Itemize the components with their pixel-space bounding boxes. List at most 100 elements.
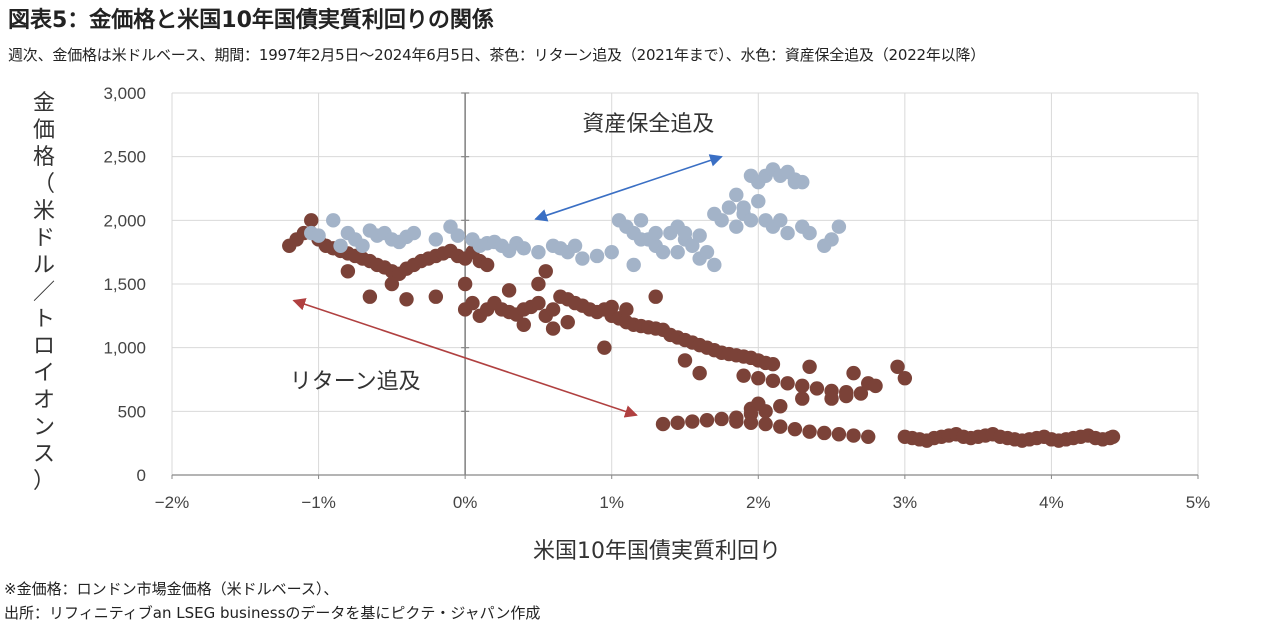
data-point: [655, 416, 671, 432]
x-tick-label: 5%: [1186, 493, 1211, 512]
svg-text:金価格（米ドル／トロイオンス）: 金価格（米ドル／トロイオンス）: [33, 91, 55, 494]
footnote-source: 出所：リフィニティブan LSEG businessのデータを基にピクテ・ジャパ…: [4, 604, 541, 622]
chart-axes: [171, 92, 1199, 479]
y-axis-title-char: ル: [33, 253, 55, 278]
data-point: [699, 413, 715, 428]
x-tick-label: −1%: [301, 493, 336, 512]
x-tick-label: 1%: [599, 493, 624, 512]
data-point: [765, 373, 781, 388]
annotation-label: リターン追及: [290, 369, 421, 394]
data-point: [457, 276, 473, 292]
annotation-arrow: [292, 298, 638, 418]
data-point: [780, 225, 795, 241]
chart-subtitle: 週次、金価格は米ドルベース、期間：1997年2月5日～2024年6月5日、茶色：…: [8, 46, 986, 64]
data-point: [758, 404, 773, 419]
data-point: [311, 228, 326, 243]
data-point: [538, 264, 553, 279]
data-point: [655, 244, 671, 260]
data-point: [831, 427, 847, 442]
data-point: [560, 315, 575, 330]
data-point: [531, 295, 546, 311]
chart-grid: [171, 92, 1199, 476]
y-tick-label: 0: [137, 466, 146, 485]
y-tick-label: 3,000: [103, 84, 146, 103]
data-point: [846, 428, 861, 443]
x-axis-title: 米国10年国債実質利回り: [533, 539, 781, 564]
data-point: [648, 225, 663, 241]
data-point: [795, 391, 810, 406]
data-point: [787, 421, 803, 437]
data-point: [751, 371, 766, 386]
data-point: [802, 359, 817, 374]
y-tick-label: 1,000: [103, 339, 146, 358]
data-point: [736, 200, 751, 215]
data-point: [516, 241, 531, 256]
data-point: [721, 200, 737, 215]
data-point: [868, 378, 883, 394]
data-point: [326, 213, 341, 228]
data-point: [465, 295, 480, 311]
data-point: [743, 213, 759, 228]
y-tick-label: 1,500: [103, 275, 146, 294]
data-point: [670, 415, 685, 430]
data-point: [795, 378, 810, 394]
data-point: [428, 289, 444, 304]
data-point: [853, 386, 869, 401]
annotation-label: 資産保全追及: [582, 112, 714, 137]
y-axis-title-char: ン: [33, 415, 55, 440]
data-point: [773, 213, 788, 228]
data-point: [648, 289, 663, 304]
data-point: [501, 283, 517, 298]
data-point: [633, 232, 649, 247]
y-axis-title-char: ）: [33, 469, 55, 494]
data-point: [846, 365, 861, 381]
data-point: [545, 321, 561, 336]
data-point: [677, 353, 693, 368]
data-point: [428, 232, 444, 247]
y-axis-title-char: 格: [33, 145, 55, 170]
x-tick-label: 4%: [1039, 493, 1064, 512]
y-tick-label: 500: [118, 402, 146, 421]
data-point: [751, 194, 766, 209]
data-point: [736, 368, 751, 383]
data-point: [677, 225, 693, 241]
data-point: [362, 289, 378, 304]
data-point: [1105, 429, 1121, 444]
y-tick-label: 2,000: [103, 211, 146, 230]
data-point: [545, 302, 561, 317]
data-point: [333, 238, 348, 253]
data-point: [861, 429, 876, 444]
y-axis-title-char: 米: [33, 199, 55, 224]
data-point: [304, 213, 319, 228]
data-point: [692, 365, 707, 381]
y-axis-title-char: ド: [33, 226, 55, 251]
data-point: [773, 399, 788, 414]
data-point: [626, 257, 641, 273]
data-point: [707, 206, 722, 222]
data-point: [575, 251, 590, 266]
data-point: [355, 238, 370, 253]
data-point: [604, 244, 619, 260]
data-point: [758, 416, 773, 432]
data-point: [597, 340, 612, 355]
footnote-gold-price: ※金価格：ロンドン市場金価格（米ドルベース）、: [4, 580, 339, 598]
data-point: [817, 425, 832, 441]
y-axis-title-char: ト: [33, 307, 55, 332]
data-point: [450, 228, 466, 243]
data-point: [831, 219, 847, 234]
data-point: [729, 187, 744, 203]
data-point: [809, 381, 825, 396]
data-point: [567, 238, 583, 253]
data-point: [729, 219, 744, 234]
data-point: [406, 225, 422, 241]
data-point: [384, 276, 400, 292]
y-axis-title-char: オ: [33, 388, 55, 413]
y-axis-title-char: イ: [33, 361, 55, 386]
y-axis-title-char: （: [33, 172, 55, 197]
y-tick-labels: 0 500 1,000 1,500 2,000 2,500 3,000: [103, 84, 146, 485]
y-axis-title-char: ス: [33, 442, 55, 467]
data-point: [707, 257, 722, 273]
data-point: [743, 415, 759, 430]
data-point: [692, 228, 707, 243]
data-point: [399, 292, 414, 307]
